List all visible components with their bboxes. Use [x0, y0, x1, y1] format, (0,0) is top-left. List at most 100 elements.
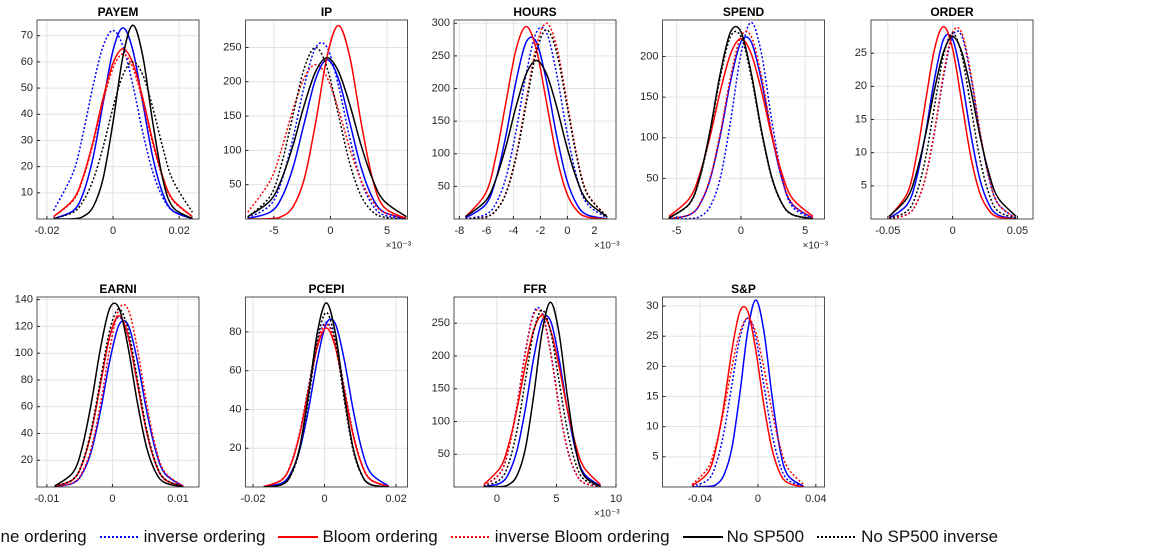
- y-tick-label: 150: [223, 110, 241, 122]
- y-tick-label: 10: [855, 147, 867, 159]
- y-tick-label: 100: [15, 347, 33, 359]
- y-tick-label: 30: [21, 134, 33, 146]
- density-line: [54, 308, 184, 487]
- legend-item: line ordering: [0, 527, 87, 547]
- y-tick-label: 15: [646, 390, 658, 402]
- y-tick-label: 80: [229, 326, 241, 338]
- y-tick-label: 120: [15, 320, 33, 332]
- axes-box: [36, 19, 200, 220]
- y-tick-label: 20: [21, 454, 33, 466]
- legend-label: No SP500 inverse: [861, 527, 999, 546]
- x-tick-label: 0.05: [1007, 225, 1028, 237]
- density-line: [668, 30, 814, 219]
- legend: line ordering inverse ordering Bloom order…: [0, 527, 1010, 547]
- y-tick-label: 25: [646, 330, 658, 342]
- y-tick-label: 5: [652, 451, 658, 463]
- subplot: -0.01 0 0.01 20 40 60 80 100 120 140 EARNI: [15, 282, 200, 505]
- x-tick-label: -0.04: [688, 493, 713, 505]
- x-tick-label: 0: [738, 225, 744, 237]
- y-tick-label: 100: [432, 415, 450, 427]
- axes-box: [245, 19, 408, 220]
- x-tick-label: 0: [755, 493, 761, 505]
- density-line: [888, 32, 1017, 219]
- y-tick-label: 200: [223, 76, 241, 88]
- y-tick-label: 20: [229, 442, 241, 454]
- density-line: [53, 61, 194, 219]
- y-tick-label: 40: [21, 427, 33, 439]
- legend-label: inverse ordering: [143, 527, 266, 546]
- axes-box: [453, 296, 617, 488]
- density-line: [888, 35, 1017, 217]
- axes-box: [36, 296, 200, 488]
- y-tick-label: 300: [432, 17, 450, 29]
- y-tick-label: 250: [223, 41, 241, 53]
- x-exponent: ×10⁻³: [594, 509, 620, 520]
- density-line: [54, 302, 184, 487]
- y-tick-label: 200: [640, 50, 658, 62]
- series-group: [263, 302, 390, 487]
- legend-item: No SP500 inverse: [816, 527, 998, 547]
- subplot: -0.05 0 0.05 5 10 15 20 25 ORDER: [855, 5, 1034, 237]
- density-line: [464, 25, 608, 219]
- x-tick-label: 2: [591, 225, 597, 237]
- density-line: [691, 305, 804, 487]
- y-tick-label: 200: [432, 82, 450, 94]
- subplot: -0.02 0 0.02 20 40 60 80 PCEPI: [229, 282, 408, 505]
- density-line: [247, 63, 407, 219]
- plot-area: [245, 297, 408, 487]
- subplot-title: PCEPI: [308, 282, 344, 296]
- plot-area: [662, 297, 825, 487]
- subplot-title: HOURS: [513, 5, 556, 19]
- x-tick-label: 0: [110, 225, 116, 237]
- density-line: [247, 56, 407, 218]
- x-tick-label: -0.02: [240, 493, 265, 505]
- y-tick-label: 60: [21, 56, 33, 68]
- x-tick-label: 0: [950, 225, 956, 237]
- x-exponent: ×10⁻³: [386, 241, 412, 252]
- y-tick-label: 80: [21, 374, 33, 386]
- x-tick-label: -5: [269, 225, 279, 237]
- series-group: [54, 302, 184, 487]
- x-exponent: ×10⁻³: [803, 241, 829, 252]
- legend-item: No SP500: [682, 527, 804, 547]
- x-tick-label: 0.04: [805, 493, 826, 505]
- y-tick-label: 50: [646, 172, 658, 184]
- density-line: [53, 27, 193, 219]
- y-tick-label: 150: [432, 115, 450, 127]
- x-tick-label: 0.02: [385, 493, 406, 505]
- legend-swatch: [682, 536, 723, 538]
- subplot-title: PAYEM: [98, 5, 139, 19]
- legend-swatch: [817, 536, 858, 538]
- y-tick-label: 50: [438, 180, 450, 192]
- x-tick-label: 0: [327, 225, 333, 237]
- y-tick-label: 40: [229, 403, 241, 415]
- density-line: [263, 302, 390, 487]
- y-tick-label: 60: [229, 365, 241, 377]
- legend-item: Bloom ordering: [277, 527, 438, 547]
- y-tick-label: 60: [21, 401, 33, 413]
- density-line: [483, 301, 601, 487]
- plot-area: [245, 20, 408, 219]
- subplot: -0.02 0 0.02 10 20 30 40 50 60 70 PAYEM: [21, 5, 200, 237]
- y-tick-label: 250: [432, 317, 450, 329]
- y-tick-label: 40: [21, 108, 33, 120]
- legend-swatch: [99, 536, 140, 538]
- x-tick-label: -5: [672, 225, 682, 237]
- plot-area: [37, 20, 199, 219]
- legend-swatch: [278, 536, 319, 538]
- y-tick-label: 20: [21, 161, 33, 173]
- x-tick-label: 0.02: [168, 225, 189, 237]
- legend-item: inverse ordering: [99, 527, 266, 547]
- density-line: [483, 308, 601, 487]
- density-line: [247, 46, 407, 219]
- y-tick-label: 150: [432, 383, 450, 395]
- y-tick-label: 100: [223, 144, 241, 156]
- density-line: [692, 299, 804, 487]
- x-tick-label: 0: [494, 493, 500, 505]
- density-line: [54, 319, 184, 487]
- y-tick-label: 30: [646, 300, 658, 312]
- legend-label: Bloom ordering: [322, 527, 438, 546]
- x-tick-label: -8: [455, 225, 465, 237]
